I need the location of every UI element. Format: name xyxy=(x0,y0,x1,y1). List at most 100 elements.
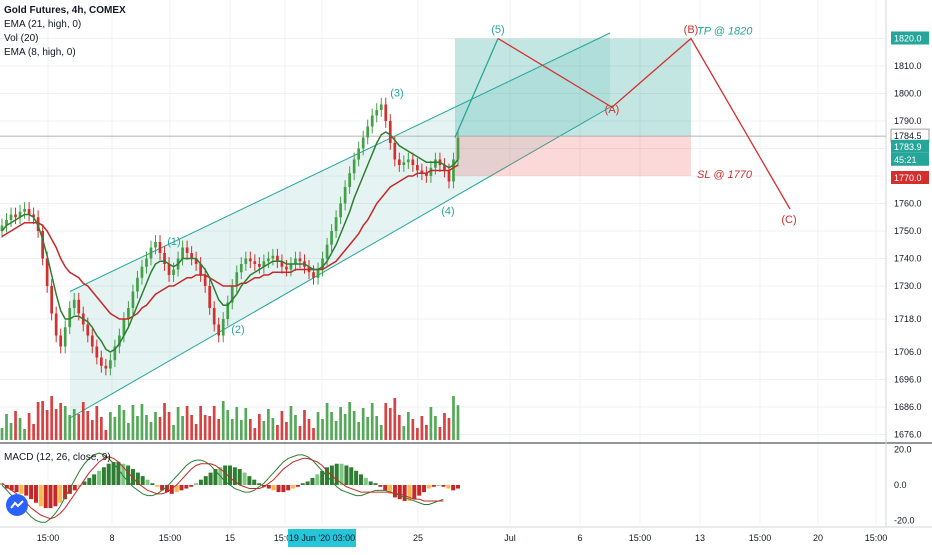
macd-histogram-bar xyxy=(252,479,257,485)
candle-body xyxy=(217,324,221,336)
macd-histogram-bar xyxy=(179,485,184,491)
macd-histogram-bar xyxy=(383,485,388,491)
macd-histogram-bar xyxy=(407,485,412,501)
indicator-ema8-label: EMA (8, high, 0) xyxy=(4,47,76,58)
volume-bar xyxy=(366,417,370,440)
candle-body xyxy=(334,217,338,231)
volume-bar xyxy=(239,420,243,440)
volume-bar xyxy=(434,416,437,440)
candle-body xyxy=(416,165,419,171)
price-axis-tag-label-stop: 1770.0 xyxy=(894,173,922,183)
volume-bar xyxy=(370,403,374,440)
macd-histogram-bar xyxy=(101,467,106,485)
macd-histogram-bar xyxy=(92,474,97,485)
volume-bar xyxy=(203,415,207,440)
wave-label-8: (C) xyxy=(781,214,796,226)
volume-bar xyxy=(379,425,383,440)
volume-bar xyxy=(298,426,302,440)
candle-body xyxy=(239,264,243,273)
candle-body xyxy=(72,299,76,308)
candle-body xyxy=(113,346,117,361)
volume-bar xyxy=(397,415,401,440)
macd-histogram-bar xyxy=(441,485,446,487)
candle-body xyxy=(271,255,275,259)
candle-body xyxy=(18,211,22,218)
candle-body xyxy=(122,319,126,336)
macd-histogram-bar xyxy=(446,485,451,489)
volume-bar xyxy=(361,408,365,440)
candle-body xyxy=(456,137,460,160)
volume-bar xyxy=(27,413,31,440)
candle-body xyxy=(447,170,451,182)
volume-bar xyxy=(154,412,157,440)
indicator-volume-label: Vol (20) xyxy=(4,33,39,44)
volume-bar xyxy=(289,406,293,440)
volume-bar xyxy=(221,401,225,440)
candle-body xyxy=(343,187,347,204)
volume-bar xyxy=(406,412,410,440)
candle-body xyxy=(149,247,153,259)
volume-bar xyxy=(118,405,121,440)
candle-body xyxy=(104,365,108,369)
candle-body xyxy=(226,302,230,319)
candle-body xyxy=(118,335,121,347)
candle-body xyxy=(330,231,333,245)
macd-histogram-bar xyxy=(431,485,436,487)
candle-body xyxy=(429,167,433,176)
volume-bar xyxy=(271,418,275,440)
indicator-ema21-label: EMA (21, high, 0) xyxy=(4,19,82,30)
volume-bar xyxy=(149,422,153,440)
candle-body xyxy=(397,159,401,165)
trend-channel-lower xyxy=(69,106,611,419)
candle-body xyxy=(443,165,446,171)
tradingview-logo-icon[interactable] xyxy=(6,494,28,516)
time-tick-label: 15:00 xyxy=(629,533,652,543)
price-tick-label: 1706.0 xyxy=(894,347,922,357)
macd-histogram-bar xyxy=(242,472,247,485)
macd-histogram-bar xyxy=(334,463,339,485)
volume-bar xyxy=(452,396,455,440)
volume-bar xyxy=(122,410,126,440)
volume-bar xyxy=(77,414,81,440)
candle-body xyxy=(393,143,397,160)
macd-histogram-bar xyxy=(373,483,378,485)
macd-histogram-bar xyxy=(29,485,34,500)
macd-histogram-bar xyxy=(286,485,291,491)
volume-bar xyxy=(50,396,54,440)
volume-bar xyxy=(330,412,333,440)
time-tick-label: 15:00 xyxy=(865,533,888,543)
candle-body xyxy=(199,264,203,275)
macd-histogram-bar xyxy=(164,485,169,493)
candle-body xyxy=(402,162,406,165)
macd-histogram-bar xyxy=(184,485,189,489)
volume-bar xyxy=(81,402,85,440)
volume-bar xyxy=(325,403,329,440)
wave-label-3: (3) xyxy=(390,87,403,99)
chart-title: Gold Futures, 4h, COMEX xyxy=(4,5,126,16)
volume-bar xyxy=(456,405,460,440)
macd-histogram-bar xyxy=(358,474,363,485)
macd-histogram-bar xyxy=(213,469,218,485)
candle-body xyxy=(109,360,112,369)
macd-histogram-bar xyxy=(329,465,334,485)
candle-body xyxy=(221,319,225,336)
volume-bar xyxy=(285,422,288,440)
volume-bar xyxy=(253,428,257,440)
wave-label-1: (1) xyxy=(167,236,180,248)
macd-histogram-bar xyxy=(198,479,203,485)
macd-histogram-bar xyxy=(232,467,237,485)
macd-histogram-bar xyxy=(155,485,160,487)
volume-bar xyxy=(280,411,284,440)
sl-annotation: SL @ 1770 xyxy=(697,169,753,181)
candle-body xyxy=(411,159,415,165)
macd-histogram-bar xyxy=(150,483,155,485)
candle-body xyxy=(131,291,135,308)
volume-bar xyxy=(9,423,13,440)
volume-bar xyxy=(185,406,189,440)
macd-histogram-bar xyxy=(135,472,140,485)
candle-body xyxy=(185,247,189,253)
volume-bar xyxy=(45,410,49,440)
macd-histogram-bar xyxy=(130,469,135,485)
